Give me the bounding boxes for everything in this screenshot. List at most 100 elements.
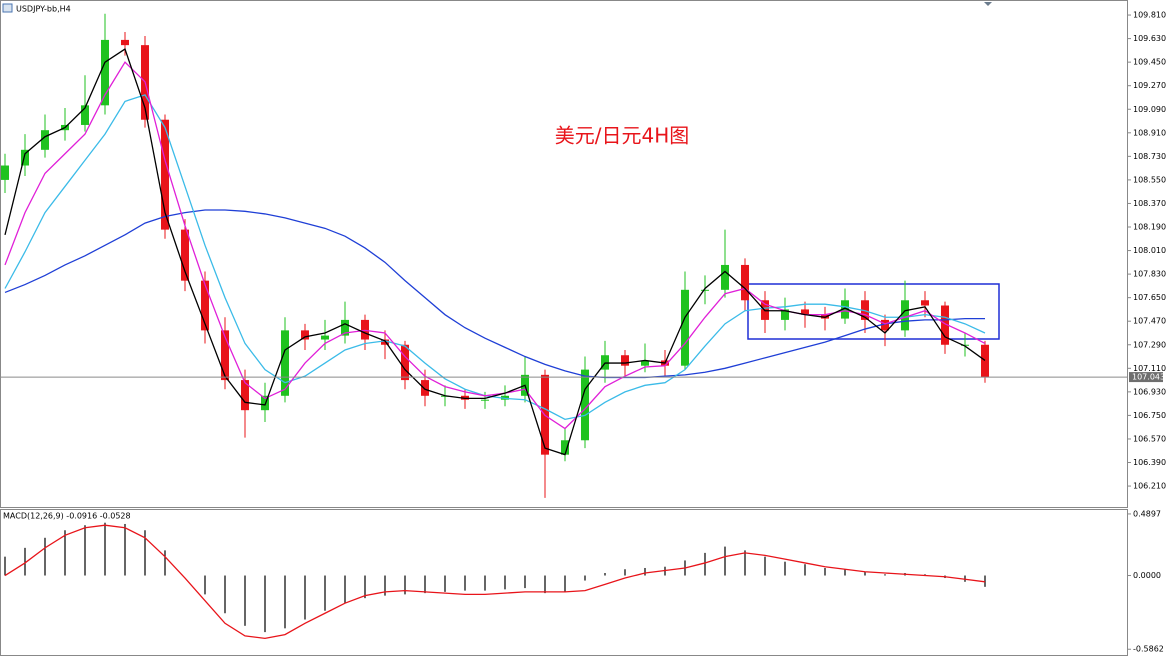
candle bbox=[941, 301, 949, 354]
candle bbox=[881, 314, 889, 347]
candle-body bbox=[241, 380, 249, 411]
candle-body bbox=[281, 330, 289, 396]
candle-body bbox=[341, 319, 349, 336]
candle-body bbox=[641, 360, 649, 366]
y-tick-label: -0.5862 bbox=[1133, 645, 1164, 654]
macd-title: MACD(12,26,9) -0.0916 -0.0528 bbox=[3, 512, 131, 521]
candle-body bbox=[121, 39, 129, 46]
candle-body bbox=[841, 300, 849, 319]
y-tick-label: 108.730 bbox=[1133, 152, 1166, 161]
price-panel bbox=[0, 0, 1128, 508]
moving-average bbox=[4, 209, 985, 379]
candle-body bbox=[721, 264, 729, 290]
macd-panel bbox=[0, 509, 1128, 656]
candle bbox=[1, 153, 9, 193]
y-tick-label: 108.190 bbox=[1133, 223, 1166, 232]
y-tick-label: 106.390 bbox=[1133, 458, 1166, 467]
candle bbox=[101, 13, 109, 115]
candle bbox=[281, 317, 289, 403]
candle-body bbox=[401, 344, 409, 381]
candle bbox=[121, 32, 129, 56]
y-tick-label: 107.470 bbox=[1133, 317, 1166, 326]
candle bbox=[701, 275, 709, 305]
candle-body bbox=[381, 339, 389, 345]
candle-body bbox=[221, 330, 229, 381]
candle-body bbox=[901, 300, 909, 331]
signal-line bbox=[4, 524, 986, 640]
candle bbox=[741, 258, 749, 311]
y-tick-label: 107.830 bbox=[1133, 270, 1166, 279]
candle bbox=[421, 369, 429, 407]
candle-body bbox=[561, 440, 569, 455]
candle-body bbox=[21, 149, 29, 166]
candle-body bbox=[481, 399, 489, 401]
candle-body bbox=[741, 264, 749, 301]
y-tick-label: 107.650 bbox=[1133, 293, 1166, 302]
range-box bbox=[747, 283, 1000, 340]
y-tick-label: 0.0000 bbox=[1133, 571, 1161, 580]
y-tick-label: 107.290 bbox=[1133, 340, 1166, 349]
candle-body bbox=[681, 289, 689, 366]
candle bbox=[921, 291, 929, 318]
candle-body bbox=[41, 130, 49, 150]
candle-body bbox=[81, 105, 89, 125]
candle bbox=[721, 229, 729, 298]
candle bbox=[381, 330, 389, 360]
candle bbox=[561, 428, 569, 462]
candle-body bbox=[981, 344, 989, 378]
candle-body bbox=[181, 229, 189, 281]
y-tick-label: 106.930 bbox=[1133, 387, 1166, 396]
y-tick-label: 106.210 bbox=[1133, 482, 1166, 491]
candle bbox=[761, 291, 769, 333]
y-tick-label: 107.110 bbox=[1133, 364, 1166, 373]
candle-body bbox=[101, 39, 109, 106]
price-plot: 109.810 109.630 109.450 109.270 109.090 108.9… bbox=[0, 11, 1166, 498]
moving-average bbox=[4, 48, 986, 456]
candle bbox=[581, 356, 589, 449]
candle-body bbox=[881, 319, 889, 331]
candle-body bbox=[581, 369, 589, 441]
y-tick-label: 106.570 bbox=[1133, 434, 1166, 443]
candle-body bbox=[961, 344, 969, 346]
last-price-label: 107.043 bbox=[1132, 373, 1165, 382]
candle-body bbox=[161, 119, 169, 230]
y-tick-label: 108.550 bbox=[1133, 175, 1166, 184]
candle-body bbox=[621, 355, 629, 366]
candle bbox=[261, 382, 269, 422]
candle bbox=[321, 319, 329, 350]
y-tick-label: 0.4897 bbox=[1133, 509, 1161, 518]
y-tick-label: 109.090 bbox=[1133, 105, 1166, 114]
y-tick-label: 108.010 bbox=[1133, 246, 1166, 255]
candle bbox=[981, 340, 989, 383]
candle-body bbox=[801, 309, 809, 315]
candle bbox=[821, 306, 829, 331]
macd-plot: 0.4897 0.0000 -0.5862 bbox=[4, 509, 1164, 654]
y-tick-label: 106.750 bbox=[1133, 411, 1166, 420]
last-price-box bbox=[1129, 372, 1163, 383]
chart-title: USDJPY-bb,H4 bbox=[16, 5, 71, 14]
candle bbox=[81, 75, 89, 132]
candle-body bbox=[321, 335, 329, 340]
candle bbox=[161, 114, 169, 239]
candle-body bbox=[201, 280, 209, 331]
y-tick-label: 109.270 bbox=[1133, 81, 1166, 90]
candle-body bbox=[921, 300, 929, 306]
y-tick-label: 109.810 bbox=[1133, 11, 1166, 20]
candle bbox=[601, 340, 609, 383]
candle-body bbox=[421, 380, 429, 396]
shift-marker bbox=[984, 2, 992, 6]
candle-body bbox=[941, 305, 949, 345]
candle bbox=[501, 385, 509, 407]
candle-body bbox=[601, 355, 609, 370]
moving-average bbox=[4, 61, 986, 430]
candle-body bbox=[701, 289, 709, 291]
candle bbox=[681, 271, 689, 370]
candle-body bbox=[301, 330, 309, 340]
candle bbox=[181, 219, 189, 292]
candle bbox=[341, 301, 349, 344]
candle bbox=[481, 391, 489, 409]
candle bbox=[961, 332, 969, 357]
symbol-icon bbox=[2, 3, 13, 13]
candle bbox=[901, 280, 909, 337]
